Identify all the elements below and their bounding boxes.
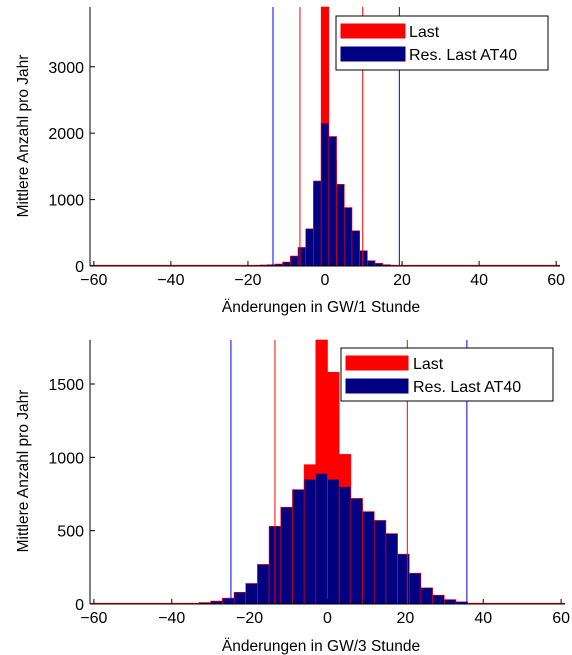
top-y-axis-label: Mittlere Anzahl pro Jahr bbox=[15, 55, 32, 218]
top-x-tick-label: 0 bbox=[321, 272, 330, 289]
bottom-bar-res bbox=[257, 564, 270, 605]
bottom-y-tick-label: 0 bbox=[75, 597, 84, 614]
top-x-tick-label: −20 bbox=[234, 272, 261, 289]
top-y-tick-label: 0 bbox=[75, 259, 84, 276]
bottom-y-tick-label: 1000 bbox=[48, 450, 84, 467]
bottom-legend: Last Res. Last AT40 bbox=[340, 347, 554, 402]
top-y-tick-label: 1000 bbox=[48, 193, 84, 210]
top-bar-res bbox=[290, 255, 299, 267]
top-bar-res bbox=[359, 250, 368, 267]
top-bar-res bbox=[320, 122, 330, 267]
top-x-tick-label: 20 bbox=[393, 272, 411, 289]
top-bar-res bbox=[305, 228, 314, 267]
bottom-x-tick-label: −20 bbox=[236, 610, 263, 627]
top-bar-res bbox=[336, 184, 345, 267]
bottom-bar-res bbox=[362, 511, 375, 605]
top-legend-label-res: Res. Last AT40 bbox=[409, 47, 517, 64]
bottom-bar-res bbox=[408, 572, 422, 605]
bottom-plot-area: −60 −40 −20 0 20 40 60 0 500 1000 1500 bbox=[48, 339, 570, 627]
top-legend-swatch-res bbox=[340, 46, 406, 62]
top-bar-res bbox=[282, 261, 291, 267]
top-bar-res bbox=[313, 180, 322, 267]
bottom-bar-res bbox=[373, 520, 387, 605]
bottom-x-tick-label: 60 bbox=[552, 610, 570, 627]
top-plot-area: −60 −40 −20 0 20 40 60 0 1000 2000 3000 bbox=[48, 6, 565, 289]
top-y-tick-label: 3000 bbox=[48, 60, 84, 77]
bottom-x-tick-label: 0 bbox=[323, 610, 332, 627]
top-x-tick-label: 40 bbox=[470, 272, 488, 289]
top-legend-swatch-last bbox=[340, 23, 406, 39]
bottom-x-tick-label: 40 bbox=[474, 610, 492, 627]
bottom-y-tick-label: 500 bbox=[57, 524, 84, 541]
bottom-bar-res bbox=[233, 591, 247, 605]
bottom-x-tick-label: −60 bbox=[80, 610, 107, 627]
bottom-bar-res bbox=[303, 479, 317, 605]
bottom-bar-res bbox=[444, 599, 457, 605]
top-legend: Last Res. Last AT40 bbox=[335, 15, 549, 71]
top-legend-label-last: Last bbox=[409, 24, 440, 41]
bottom-legend-swatch-res bbox=[345, 378, 409, 394]
bottom-bar-res bbox=[222, 597, 235, 605]
top-x-tick-label: −40 bbox=[157, 272, 184, 289]
bottom-bar-res bbox=[280, 506, 293, 605]
bottom-x-axis-label: Änderungen in GW/3 Stunde bbox=[222, 638, 420, 655]
bottom-legend-label-last: Last bbox=[413, 356, 444, 373]
top-bar-res bbox=[351, 230, 360, 267]
top-y-tick-label: 2000 bbox=[48, 126, 84, 143]
bottom-bar-res bbox=[315, 473, 328, 605]
top-chart: Mittlere Anzahl pro Jahr Änderungen in G… bbox=[15, 6, 565, 316]
bottom-x-tick-label: −40 bbox=[158, 610, 185, 627]
bottom-legend-label-res: Res. Last AT40 bbox=[413, 379, 521, 396]
bottom-bar-res bbox=[350, 498, 363, 605]
top-bar-res bbox=[367, 260, 376, 267]
top-x-tick-label: 60 bbox=[547, 272, 565, 289]
bottom-y-tick-label: 1500 bbox=[48, 377, 84, 394]
bottom-bar-res bbox=[292, 489, 305, 605]
top-bar-res bbox=[328, 136, 337, 267]
top-bar-res bbox=[343, 207, 353, 267]
bottom-chart: Mittlere Anzahl pro Jahr Änderungen in G… bbox=[15, 339, 570, 655]
top-x-tick-label: −60 bbox=[80, 272, 107, 289]
bottom-y-axis-label: Mittlere Anzahl pro Jahr bbox=[15, 390, 32, 553]
top-bar-res bbox=[297, 247, 307, 267]
bottom-bar-res bbox=[245, 583, 258, 605]
bottom-bar-res bbox=[338, 486, 352, 605]
top-x-axis-label: Änderungen in GW/1 Stunde bbox=[222, 299, 420, 316]
bottom-bar-res bbox=[432, 594, 445, 605]
bottom-bar-res bbox=[327, 479, 340, 605]
bottom-bar-res bbox=[420, 587, 433, 605]
bottom-x-tick-label: 20 bbox=[396, 610, 414, 627]
bottom-legend-swatch-last bbox=[345, 355, 409, 371]
bottom-bar-res bbox=[385, 533, 398, 605]
